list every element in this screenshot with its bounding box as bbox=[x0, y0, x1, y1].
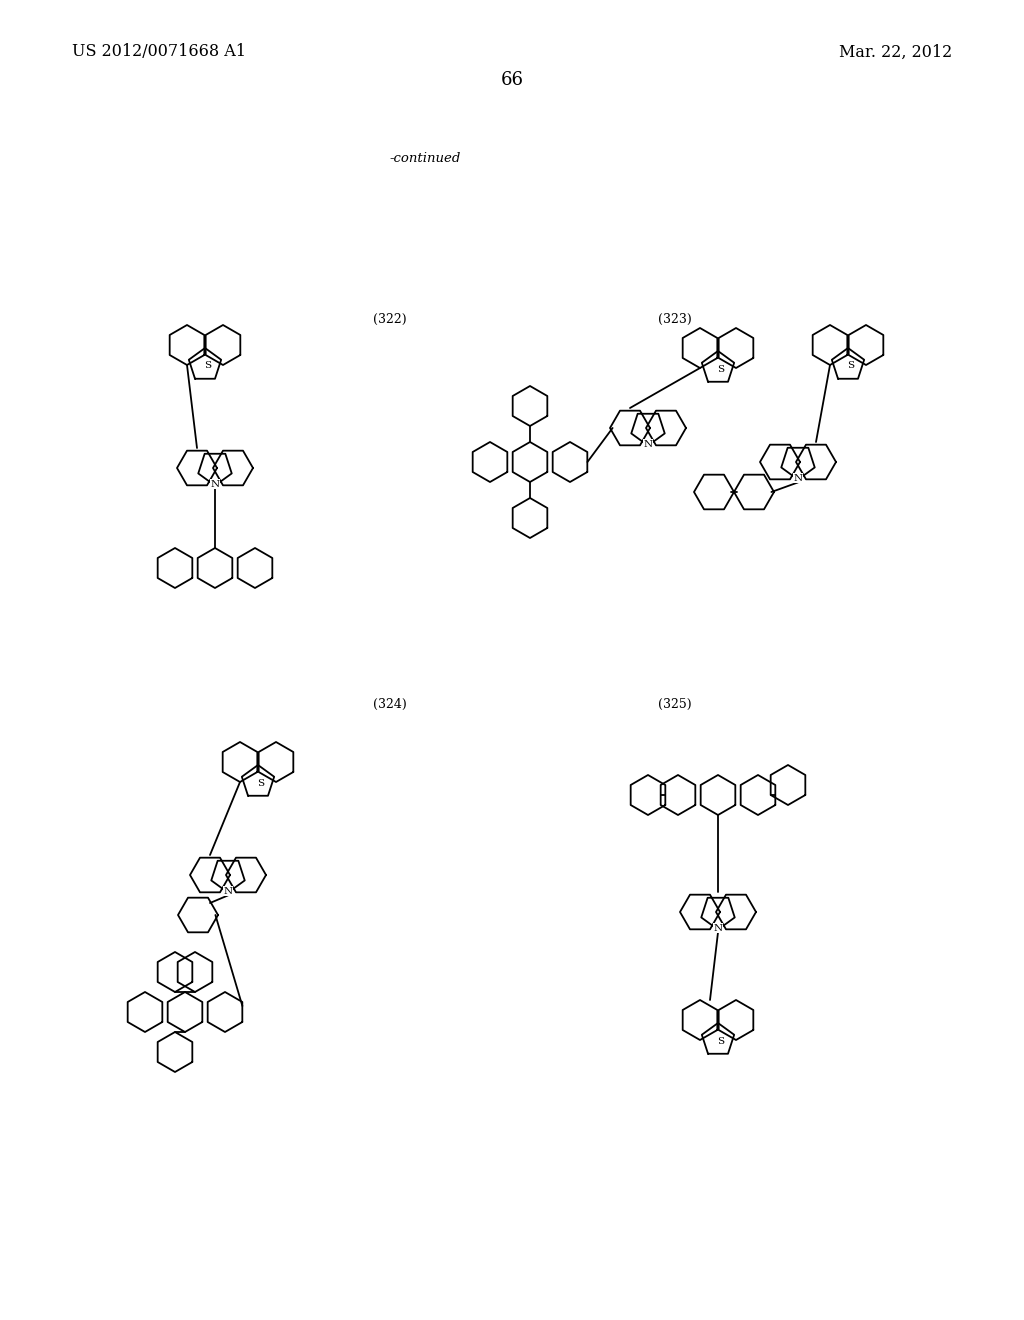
Text: S: S bbox=[257, 779, 264, 788]
Text: S: S bbox=[205, 362, 212, 371]
Text: (323): (323) bbox=[658, 313, 692, 326]
Text: (324): (324) bbox=[373, 698, 407, 711]
Text: N: N bbox=[794, 474, 803, 483]
Text: S: S bbox=[718, 1036, 725, 1045]
Text: 66: 66 bbox=[501, 71, 523, 88]
Text: N: N bbox=[211, 480, 219, 488]
Text: US 2012/0071668 A1: US 2012/0071668 A1 bbox=[72, 44, 246, 61]
Text: S: S bbox=[718, 364, 725, 374]
Text: -continued: -continued bbox=[390, 152, 462, 165]
Text: N: N bbox=[643, 440, 652, 449]
Text: (322): (322) bbox=[373, 313, 407, 326]
Text: N: N bbox=[714, 924, 723, 933]
Text: S: S bbox=[848, 362, 855, 371]
Text: Mar. 22, 2012: Mar. 22, 2012 bbox=[839, 44, 952, 61]
Text: (325): (325) bbox=[658, 698, 691, 711]
Text: N: N bbox=[223, 887, 232, 896]
